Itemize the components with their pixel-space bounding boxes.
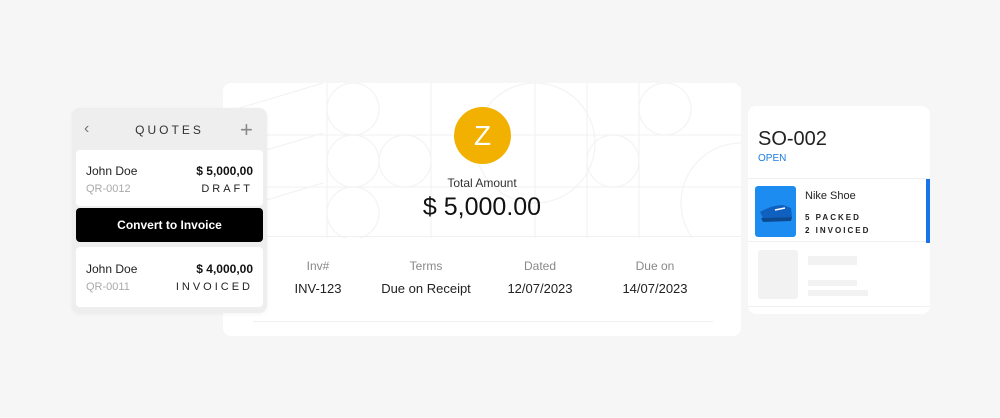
invoice-card: Z Total Amount $ 5,000.00 Inv# INV-123 T… (223, 83, 741, 336)
invoiced-count: 2 INVOICED (805, 226, 871, 235)
shoe-image (755, 186, 796, 237)
quote-id: QR-0011 (86, 281, 130, 293)
placeholder-line (808, 290, 868, 296)
placeholder-line (808, 280, 857, 286)
field-due-on: Due on 14/07/2023 (590, 259, 720, 296)
divider (253, 321, 713, 322)
placeholder-line (808, 256, 857, 265)
quote-id: QR-0012 (86, 183, 131, 195)
sales-order-card: SO-002 OPEN Nike Shoe 5 PACKED 2 INVOICE… (748, 106, 930, 314)
total-amount-value: $ 5,000.00 (422, 193, 542, 221)
convert-to-invoice-button[interactable]: Convert to Invoice (76, 208, 263, 242)
field-value: 12/07/2023 (507, 281, 573, 296)
field-terms: Terms Due on Receipt (361, 259, 491, 296)
quotes-title: QUOTES (135, 123, 204, 137)
quotes-panel: ‹ QUOTES + John Doe $ 5,000,00 QR-0012 D… (72, 108, 267, 313)
quote-item[interactable]: John Doe $ 4,000,00 QR-0011 INVOICED (76, 247, 263, 307)
selected-indicator (926, 179, 930, 243)
divider (223, 236, 741, 237)
sales-order-status: OPEN (758, 153, 787, 164)
placeholder-image (758, 250, 798, 299)
quote-amount: $ 4,000,00 (196, 262, 253, 276)
item-name: Nike Shoe (805, 190, 856, 202)
field-value: Due on Receipt (381, 281, 471, 296)
field-value: 14/07/2023 (622, 281, 688, 296)
total-amount-label: Total Amount (447, 176, 517, 190)
field-label: Terms (409, 259, 443, 273)
line-item[interactable]: Nike Shoe 5 PACKED 2 INVOICED (748, 178, 930, 243)
quote-item[interactable]: John Doe $ 5,000,00 QR-0012 DRAFT (76, 150, 263, 206)
field-label: Due on (635, 259, 675, 273)
quote-status: DRAFT (201, 183, 253, 195)
chevron-left-icon[interactable]: ‹ (84, 120, 90, 137)
packed-count: 5 PACKED (805, 213, 861, 222)
field-dated: Dated 12/07/2023 (475, 259, 605, 296)
quotes-header: ‹ QUOTES + (72, 117, 267, 142)
quote-status: INVOICED (175, 281, 253, 293)
field-label: Inv# (306, 259, 330, 273)
divider (748, 306, 930, 307)
quote-amount: $ 5,000,00 (196, 164, 253, 178)
plus-icon[interactable]: + (240, 117, 253, 142)
customer-avatar: Z (454, 107, 511, 164)
quote-customer: John Doe (86, 164, 138, 178)
field-inv: Inv# INV-123 (253, 259, 383, 296)
sales-order-number: SO-002 (758, 128, 827, 150)
quote-customer: John Doe (86, 262, 138, 276)
field-label: Dated (523, 259, 557, 273)
field-value: INV-123 (294, 281, 342, 296)
